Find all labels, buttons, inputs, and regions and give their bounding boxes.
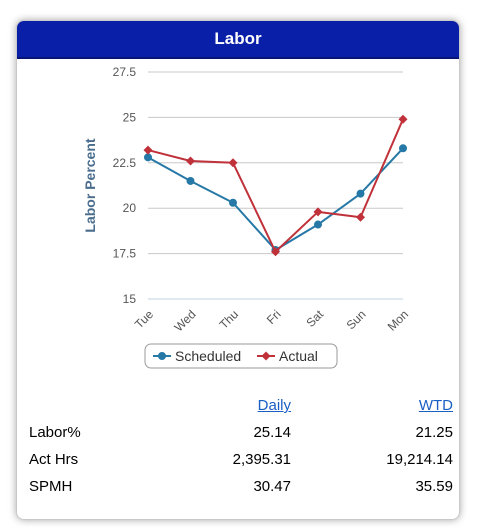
row-label: Act Hrs [29,451,79,468]
row-wtd-value: 35.59 [415,478,453,495]
legend-marker [261,351,271,361]
y-tick-label: 22.5 [113,156,137,170]
data-point-actual [398,114,408,124]
stats-row-spmh: SPMH 30.47 35.59 [17,474,459,501]
data-point-actual [186,156,195,166]
row-daily-value: 25.14 [253,424,291,441]
stats-row-act-hrs: Act Hrs 2,395.31 19,214.14 [17,447,459,474]
data-point-scheduled [229,198,237,207]
y-tick-label: 20 [123,201,137,215]
data-point-scheduled [186,176,195,185]
y-tick-label: 27.5 [113,65,137,79]
chart-legend: Scheduled Actual [144,343,338,369]
x-tick-label: Tue [132,307,156,331]
stats-table: Daily WTD Labor% 25.14 21.25 Act Hrs 2,3… [17,393,459,501]
stats-header-row: Daily WTD [17,393,459,420]
x-tick-label: Fri [264,307,284,327]
x-tick-label: Thu [217,307,242,332]
labor-widget: Labor 27.5 25 22.5 20 17.5 15 Tue Wed Thu Fri Sat S… [16,20,460,520]
data-point-actual [143,145,153,155]
legend-box [144,343,338,369]
stats-row-labor-percent: Labor% 25.14 21.25 [17,420,459,447]
row-label: SPMH [29,478,73,495]
data-point-actual [356,212,365,222]
y-tick-label: 17.5 [113,247,137,261]
data-point-scheduled [399,144,407,153]
x-tick-label: Wed [171,307,198,334]
row-wtd-value: 19,214.14 [386,451,453,468]
series-line-actual [147,118,404,253]
legend-label: Scheduled [175,348,241,364]
daily-link[interactable]: Daily [257,397,291,414]
y-tick-label: 25 [123,110,137,124]
data-point-scheduled [356,189,365,198]
x-tick-label: Sun [344,307,369,332]
data-point-actual [271,247,280,257]
y-axis-title: Labor Percent [82,138,98,232]
wtd-link[interactable]: WTD [418,397,453,414]
data-point-scheduled [314,220,322,229]
data-point-scheduled [144,153,152,162]
data-point-actual [228,158,238,168]
row-wtd-value: 21.25 [415,424,453,441]
series-line-scheduled [147,147,404,251]
legend-label: Actual [279,348,318,364]
x-tick-label: Sat [303,307,326,330]
y-tick-label: 15 [123,292,137,306]
row-daily-value: 30.47 [253,478,291,495]
labor-chart: 27.5 25 22.5 20 17.5 15 Tue Wed Thu Fri Sat Sun Mon L… [17,59,459,399]
legend-marker [158,352,166,360]
row-label: Labor% [29,424,81,441]
x-tick-label: Mon [385,307,411,333]
row-daily-value: 2,395.31 [232,451,291,468]
data-point-actual [313,207,323,217]
widget-title: Labor [17,21,459,59]
